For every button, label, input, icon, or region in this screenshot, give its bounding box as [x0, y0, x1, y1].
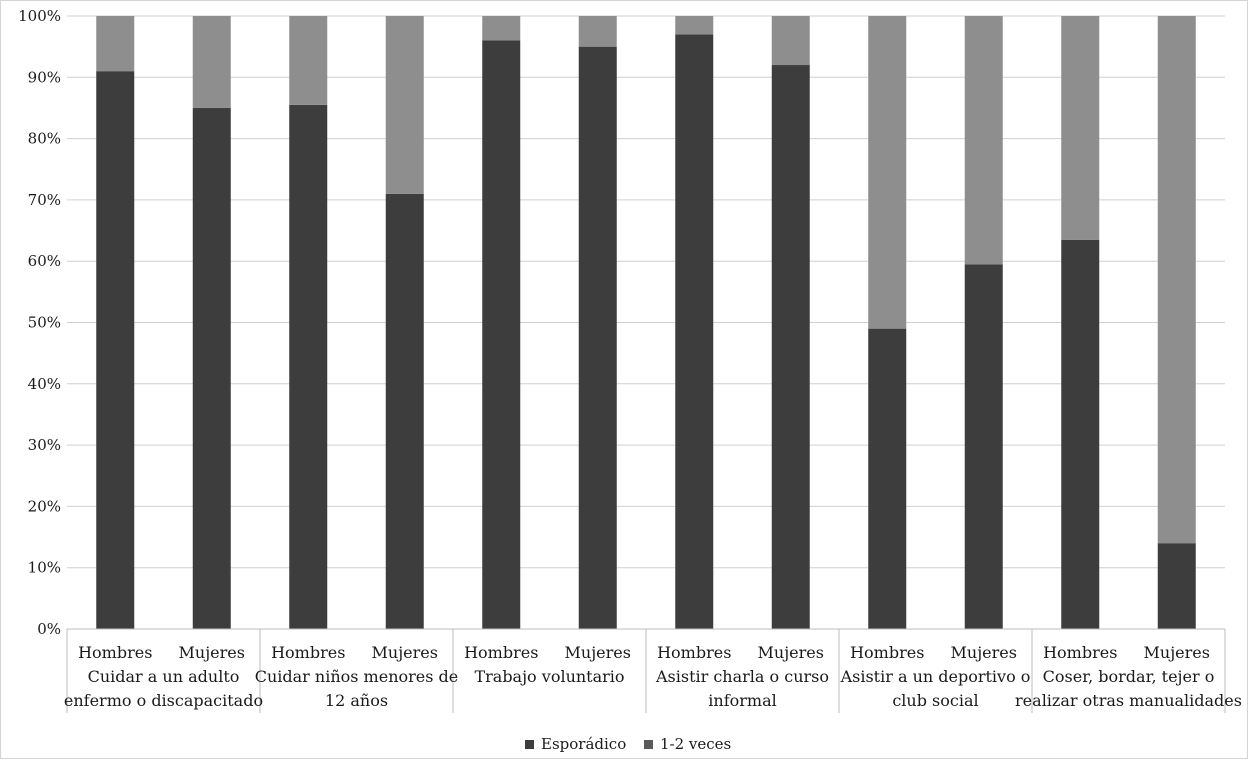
bar-segment-esporadico — [96, 71, 135, 630]
bar-segment-uno-dos-veces — [96, 16, 135, 72]
bar-segment-esporadico — [578, 46, 617, 629]
y-tick-label: 70% — [28, 191, 61, 209]
gridlines — [67, 15, 1225, 630]
legend-swatch — [644, 740, 653, 749]
y-tick-label: 60% — [28, 252, 61, 270]
y-tick-label: 10% — [28, 559, 61, 577]
x-subcategory-label: Mujeres — [372, 643, 438, 662]
bar-segment-esporadico — [482, 40, 521, 629]
bars — [96, 16, 1196, 630]
x-subcategory-label: Mujeres — [565, 643, 631, 662]
legend-label: 1-2 veces — [660, 735, 731, 753]
x-group-label: Trabajo voluntario — [474, 667, 624, 686]
bar-segment-esporadico — [771, 65, 810, 630]
y-tick-label: 0% — [37, 620, 61, 638]
bar-segment-uno-dos-veces — [675, 16, 714, 35]
x-subcategory-label: Hombres — [1043, 643, 1117, 662]
y-tick-label: 20% — [28, 497, 61, 515]
legend: Esporádico 1-2 veces — [525, 735, 731, 753]
x-subcategory-label: Mujeres — [1144, 643, 1210, 662]
bar-segment-uno-dos-veces — [385, 16, 424, 194]
x-subcategory-label: Hombres — [850, 643, 924, 662]
axes — [66, 628, 1226, 713]
x-group-label: enfermo o discapacitado — [64, 691, 263, 710]
y-tick-label: 80% — [28, 130, 61, 148]
x-group-label: Cuidar a un adulto — [88, 667, 240, 686]
x-subcategory-label: Mujeres — [179, 643, 245, 662]
bar-segment-uno-dos-veces — [1157, 16, 1196, 544]
bar-segment-uno-dos-veces — [1061, 16, 1100, 240]
bar-segment-uno-dos-veces — [868, 16, 907, 329]
legend-swatch — [525, 740, 534, 749]
x-group-label: Asistir charla o curso — [655, 667, 829, 686]
x-group-label: Asistir a un deportivo o — [840, 667, 1031, 686]
bar-segment-uno-dos-veces — [964, 16, 1003, 265]
x-group-label: Cuidar niños menores de — [255, 667, 459, 686]
x-subcategory-label: Mujeres — [758, 643, 824, 662]
y-tick-label: 30% — [28, 436, 61, 454]
x-group-label: Coser, bordar, tejer o — [1043, 667, 1215, 686]
x-group-label: informal — [708, 691, 776, 710]
y-tick-label: 50% — [28, 314, 61, 332]
bar-segment-esporadico — [1061, 239, 1100, 629]
bar-segment-uno-dos-veces — [578, 16, 617, 47]
legend-label: Esporádico — [541, 735, 626, 753]
x-subcategory-label: Hombres — [464, 643, 538, 662]
bar-segment-uno-dos-veces — [482, 16, 521, 41]
bar-segment-esporadico — [675, 34, 714, 629]
y-tick-label: 40% — [28, 375, 61, 393]
x-subcategory-label: Hombres — [271, 643, 345, 662]
x-group-label: 12 años — [325, 691, 388, 710]
axis-labels: 0% 10% 20% 30% 40% 50% 60% 70% 80% 90% 100% Hombres… — [18, 7, 1242, 710]
y-tick-label: 90% — [28, 68, 61, 86]
x-group-label: club social — [892, 691, 978, 710]
bar-segment-uno-dos-veces — [771, 16, 810, 66]
x-subcategory-label: Mujeres — [951, 643, 1017, 662]
bar-segment-esporadico — [289, 104, 328, 629]
bar-segment-esporadico — [868, 328, 907, 629]
x-subcategory-label: Hombres — [78, 643, 152, 662]
bar-segment-uno-dos-veces — [192, 16, 231, 108]
bar-segment-esporadico — [385, 193, 424, 629]
bar-segment-esporadico — [964, 264, 1003, 629]
bar-segment-esporadico — [1157, 543, 1196, 629]
bar-segment-uno-dos-veces — [289, 16, 328, 105]
bar-segment-esporadico — [192, 107, 231, 629]
y-tick-label: 100% — [18, 7, 61, 25]
x-group-label: realizar otras manualidades — [1015, 691, 1242, 710]
x-subcategory-label: Hombres — [657, 643, 731, 662]
